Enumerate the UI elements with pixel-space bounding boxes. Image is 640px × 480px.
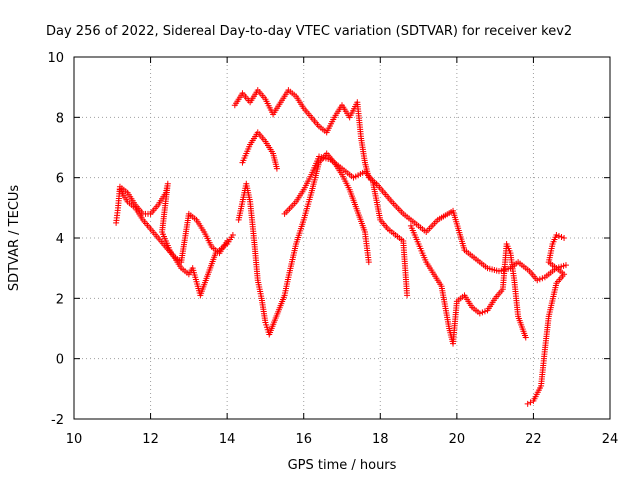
x-tick-label: 16	[295, 432, 312, 447]
y-tick-label: 4	[56, 232, 64, 247]
x-tick-label: 12	[142, 432, 159, 447]
data-points	[113, 87, 569, 407]
data-point-marker	[534, 277, 541, 284]
data-point-marker	[229, 231, 236, 238]
data-point-marker	[481, 308, 488, 315]
y-tick-label: 0	[56, 353, 64, 368]
data-point-marker	[527, 399, 534, 406]
data-point-marker	[224, 238, 231, 245]
x-tick-label: 14	[219, 432, 236, 447]
y-tick-label: -2	[51, 413, 64, 428]
x-tick-label: 24	[602, 432, 619, 447]
x-tick-label: 20	[449, 432, 466, 447]
data-point-marker	[553, 231, 560, 238]
y-tick-label: 8	[56, 111, 64, 126]
data-point-marker	[404, 292, 411, 299]
x-tick-label: 18	[372, 432, 389, 447]
data-point-marker	[479, 309, 486, 316]
data-point-marker	[476, 310, 483, 317]
data-point-marker	[539, 275, 546, 282]
data-point-marker	[555, 232, 562, 239]
y-tick-label: 2	[56, 292, 64, 307]
data-point-marker	[365, 259, 372, 266]
data-point-marker	[273, 165, 280, 172]
y-tick-label: 6	[56, 172, 64, 187]
x-axis-label: GPS time / hours	[288, 458, 397, 473]
y-axis-label: SDTVAR / TECUs	[7, 185, 22, 292]
x-axis-ticks: 10 12 14 16 18 20 22 24	[66, 57, 619, 447]
data-point-marker	[562, 262, 569, 269]
data-point-marker	[536, 276, 543, 283]
x-tick-label: 10	[66, 432, 83, 447]
data-point-marker	[524, 400, 531, 407]
grid-lines	[74, 57, 610, 419]
y-axis-ticks: -2 0 2 4 6 8 10	[47, 51, 610, 428]
x-tick-label: 22	[525, 432, 542, 447]
data-point-marker	[561, 235, 568, 241]
chart-title: Day 256 of 2022, Sidereal Day-to-day VTE…	[46, 24, 572, 39]
y-tick-label: 10	[47, 51, 64, 66]
data-point-marker	[522, 334, 529, 341]
data-point-marker	[558, 233, 565, 240]
